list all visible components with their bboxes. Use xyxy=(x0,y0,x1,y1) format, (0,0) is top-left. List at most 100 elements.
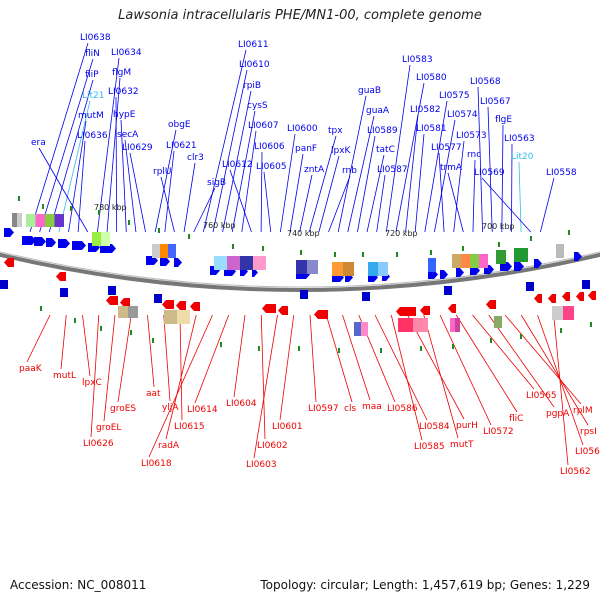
reverse-gene-connector xyxy=(179,314,183,421)
forward-gene-label: LI0587 xyxy=(377,165,408,175)
forward-gene-connector xyxy=(405,114,419,233)
reverse-gene-label: paaK xyxy=(19,364,43,374)
reverse-gene-arrow xyxy=(562,292,570,301)
forward-gene-arrow xyxy=(146,256,158,265)
forward-gene-arrow xyxy=(440,270,448,279)
forward-gene-label: fliP xyxy=(85,70,99,80)
reverse-gene-label: aat xyxy=(146,389,161,399)
forward-gene-label: LI0580 xyxy=(416,73,447,83)
reverse-gene-label: LI0584 xyxy=(419,422,450,432)
position-tick xyxy=(18,196,20,201)
forward-gene-label: LI0632 xyxy=(108,87,139,97)
reverse-gene-label: lpxC xyxy=(82,378,102,388)
forward-gene-arrow xyxy=(500,262,512,271)
ruler-label: 700 kbp xyxy=(482,222,515,231)
forward-gene-label: tpx xyxy=(328,126,343,136)
forward-gene-connector xyxy=(518,161,522,233)
reverse-gene-connector xyxy=(309,314,317,403)
forward-gene-connector xyxy=(477,86,483,233)
reverse-gene-connector xyxy=(260,314,266,440)
ruler-label: 760 kbp xyxy=(203,221,236,230)
forward-gene-label: Lit21 xyxy=(82,91,105,101)
reverse-gene-arrow xyxy=(588,291,596,300)
position-tick xyxy=(258,346,260,351)
position-tick xyxy=(334,252,336,257)
cog-category-box xyxy=(160,244,168,258)
reverse-gene-label: rplM xyxy=(573,406,593,416)
position-tick xyxy=(220,342,222,347)
position-tick xyxy=(362,252,364,257)
forward-gene-arrow xyxy=(72,241,86,250)
forward-gene-connector xyxy=(231,110,256,233)
forward-gene-connector xyxy=(97,57,120,233)
position-tick xyxy=(188,234,190,239)
forward-gene-connector xyxy=(289,153,304,233)
forward-gene-arrow xyxy=(100,244,116,253)
forward-gene-label: LI0606 xyxy=(254,142,285,152)
gene-block xyxy=(108,286,116,295)
forward-gene-arrow xyxy=(58,239,70,248)
reverse-gene-label: LI0604 xyxy=(226,399,257,409)
reverse-gene-arrow xyxy=(278,306,288,315)
reverse-gene-arrow xyxy=(420,306,430,315)
forward-gene-label: fliN xyxy=(85,49,100,59)
position-tick xyxy=(100,326,102,331)
forward-gene-arrow xyxy=(4,228,14,237)
reverse-gene-arrow xyxy=(106,296,118,305)
position-tick xyxy=(430,250,432,255)
cog-category-box xyxy=(461,254,470,268)
position-tick xyxy=(298,346,300,351)
cog-category-box xyxy=(450,318,455,332)
forward-gene-connector xyxy=(202,49,247,233)
reverse-gene-connector xyxy=(90,314,100,438)
forward-gene-connector xyxy=(487,106,493,233)
forward-gene-arrow xyxy=(574,252,582,261)
position-tick xyxy=(158,228,160,233)
reverse-gene-label: LI0618 xyxy=(141,459,172,469)
cog-category-box xyxy=(479,254,488,268)
forward-gene-label: flgM xyxy=(112,68,131,78)
gene-block xyxy=(582,280,590,289)
reverse-gene-label: groES xyxy=(110,404,136,414)
reverse-gene-label: LI0572 xyxy=(483,427,514,437)
reverse-gene-connector xyxy=(455,314,518,413)
reverse-gene-label: LI0601 xyxy=(272,422,303,432)
forward-gene-connector xyxy=(212,69,248,233)
reverse-gene-label: LI0562 xyxy=(560,467,591,477)
forward-gene-label: panF xyxy=(295,144,317,154)
forward-gene-connector xyxy=(263,171,272,233)
cog-category-box xyxy=(35,214,45,227)
cog-category-box xyxy=(177,310,190,324)
cog-category-box xyxy=(563,306,574,320)
forward-gene-label: flgE xyxy=(495,115,512,125)
gene-block xyxy=(60,288,68,297)
map-title: Lawsonia intracellularis PHE/MN1-00, com… xyxy=(118,8,482,23)
reverse-gene-connector xyxy=(488,314,555,408)
forward-gene-connector xyxy=(39,58,94,233)
forward-gene-label: LI0621 xyxy=(166,141,197,151)
forward-gene-connector xyxy=(106,77,121,233)
reverse-gene-arrow xyxy=(314,310,328,319)
forward-gene-label: sigB xyxy=(207,178,226,188)
forward-gene-connector xyxy=(48,79,94,233)
reverse-gene-label: LI0603 xyxy=(246,460,277,470)
reverse-gene-connector xyxy=(520,314,589,426)
forward-gene-label: obgE xyxy=(168,120,191,130)
cog-category-box xyxy=(240,256,253,270)
forward-gene-connector xyxy=(414,133,425,233)
cog-category-box xyxy=(398,318,413,332)
forward-gene-label: LI0607 xyxy=(248,121,279,131)
reverse-gene-connector xyxy=(504,314,582,405)
position-tick xyxy=(590,322,592,327)
cog-category-box xyxy=(556,244,564,258)
forward-gene-connector xyxy=(68,120,87,233)
accession-text: Accession: NC_008011 xyxy=(10,578,147,592)
forward-gene-label: LI0611 xyxy=(238,40,269,50)
forward-gene-connector xyxy=(193,187,216,233)
forward-gene-connector xyxy=(38,147,89,233)
cog-category-box xyxy=(343,262,354,276)
reverse-gene-arrow xyxy=(448,304,456,313)
position-tick xyxy=(232,244,234,249)
